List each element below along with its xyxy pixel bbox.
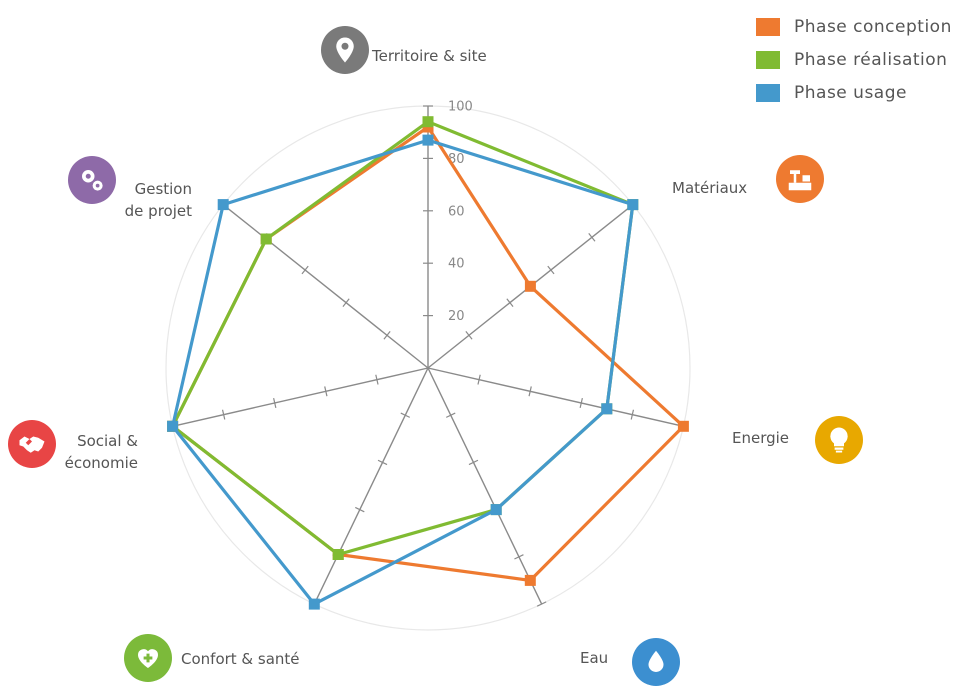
axis-tick xyxy=(465,331,473,340)
axis-line xyxy=(172,367,429,427)
axis-tick xyxy=(301,265,309,275)
legend-swatch-realisation xyxy=(756,50,780,69)
series-point xyxy=(677,420,689,432)
axis-tick xyxy=(377,459,388,466)
tick-label: 20 xyxy=(448,309,465,324)
axis-tick xyxy=(547,265,555,275)
axis-tick xyxy=(445,412,456,418)
category-label-line: Social & xyxy=(77,432,138,450)
axis-tick xyxy=(579,397,583,408)
legend-label: Phase usage xyxy=(794,82,907,103)
series-point xyxy=(217,199,229,211)
category-label-line: Energie xyxy=(732,429,790,447)
series-point xyxy=(490,504,502,516)
axis-line xyxy=(313,367,429,605)
axis-tick xyxy=(273,397,277,408)
legend: Phase conception Phase réalisation Phase… xyxy=(756,10,952,109)
axis-tick xyxy=(355,506,365,513)
category-label-line: Eau xyxy=(580,649,609,667)
category-label-line: économie xyxy=(64,454,138,472)
axis-tick xyxy=(221,409,226,420)
axis-tick xyxy=(375,374,379,385)
lightbulb-icon xyxy=(815,416,863,464)
series-point xyxy=(601,403,613,415)
axis-tick xyxy=(630,409,635,420)
axis-tick xyxy=(514,554,524,560)
series-point xyxy=(167,420,179,432)
axis-tick xyxy=(477,374,481,385)
category-label-confort: Confort & santé xyxy=(181,648,300,670)
radar-series xyxy=(167,116,689,610)
axis-tick xyxy=(528,386,532,397)
category-label-materiaux: Matériaux xyxy=(672,177,747,199)
category-label-line: de projet xyxy=(124,202,192,220)
legend-swatch-usage xyxy=(756,83,780,102)
category-label-social: Social & économie xyxy=(62,430,138,474)
category-label-line: Territoire & site xyxy=(372,47,487,65)
health-icon xyxy=(124,634,172,682)
axis-tick xyxy=(342,298,350,307)
tick-label: 40 xyxy=(448,257,465,272)
tick-label: 100 xyxy=(448,100,473,115)
category-label-territoire: Territoire & site xyxy=(372,45,487,67)
axis-tick xyxy=(506,298,514,307)
category-label-gestion: Gestion de projet xyxy=(118,178,192,222)
legend-swatch-conception xyxy=(756,17,780,36)
tools-icon xyxy=(776,155,824,203)
legend-item-usage[interactable]: Phase usage xyxy=(756,76,952,109)
gears-icon xyxy=(68,156,116,204)
axis-line xyxy=(427,367,684,427)
legend-item-conception[interactable]: Phase conception xyxy=(756,10,952,43)
category-label-line: Gestion xyxy=(134,180,192,198)
axis-tick xyxy=(383,331,391,340)
category-label-line: Confort & santé xyxy=(181,650,300,668)
axis-line xyxy=(222,204,429,369)
axis-tick xyxy=(536,601,547,607)
handshake-icon xyxy=(8,420,56,468)
axis-line xyxy=(427,367,543,605)
tick-label: 60 xyxy=(448,204,465,219)
series-point xyxy=(260,233,272,245)
category-label-energie: Energie xyxy=(732,427,789,449)
water-drop-icon xyxy=(632,638,680,686)
category-label-eau: Eau xyxy=(580,647,608,669)
series-point xyxy=(627,199,639,211)
legend-item-realisation[interactable]: Phase réalisation xyxy=(756,43,952,76)
series-point xyxy=(524,574,536,586)
series-line xyxy=(171,138,635,606)
series-point xyxy=(524,280,536,292)
legend-label: Phase réalisation xyxy=(794,49,948,70)
category-label-line: Matériaux xyxy=(672,179,748,197)
series-point xyxy=(308,598,320,610)
map-pin-icon xyxy=(321,26,369,74)
axis-tick xyxy=(324,386,328,397)
axis-tick xyxy=(468,459,479,466)
series-point xyxy=(422,134,434,146)
axis-tick xyxy=(588,233,596,242)
legend-label: Phase conception xyxy=(794,16,952,37)
axis-tick xyxy=(400,412,411,418)
series-point xyxy=(332,549,344,560)
series-point xyxy=(422,116,434,128)
series-line xyxy=(171,120,635,557)
